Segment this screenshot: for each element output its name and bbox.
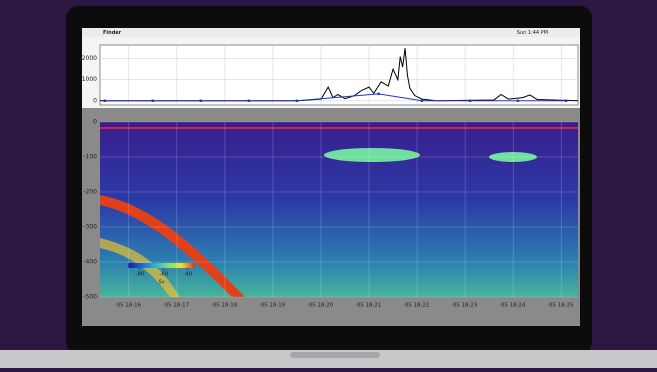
x-tick-label: 05 18:17	[165, 303, 190, 309]
base-notch	[290, 352, 380, 358]
x-tick-label: 05 18:19	[261, 303, 286, 309]
x-tick-label: 05 18:21	[357, 303, 382, 309]
fish-school	[324, 148, 420, 162]
colorbar	[128, 263, 195, 268]
colorbar-tick-label: -80	[135, 272, 144, 278]
top-plot	[100, 45, 578, 105]
x-tick-label: 05 18:24	[501, 303, 526, 309]
x-tick-label: 05 18:16	[117, 303, 142, 309]
screenshot: Finder Sun 1:44 PM 0 1000 2000 05 18:16 05 1…	[0, 0, 657, 368]
y-tick-label: -300	[83, 224, 97, 231]
y-tick-label: -400	[83, 259, 97, 266]
marker	[104, 100, 106, 102]
marker	[469, 100, 471, 102]
marker	[248, 100, 250, 102]
x-tick-label: 05 18:20	[309, 303, 334, 309]
marker	[377, 93, 379, 95]
surface-line	[100, 127, 578, 129]
y-tick-label: -200	[83, 189, 97, 196]
colorbar-tick-label: -40	[183, 272, 192, 278]
menu-app: Finder	[103, 30, 122, 36]
marker	[200, 100, 202, 102]
menu-clock: Sun 1:44 PM	[517, 30, 548, 36]
y-tick-label: -500	[83, 294, 97, 301]
x-tick-label: 05 18:22	[405, 303, 430, 309]
marker	[421, 100, 423, 102]
y-tick-label: -100	[83, 154, 97, 161]
y-tick-label: 1000	[82, 76, 97, 83]
marker	[296, 100, 298, 102]
marker	[152, 100, 154, 102]
echogram	[100, 122, 578, 297]
colorbar-label: Sv	[158, 280, 165, 286]
x-tick-label: 05 18:18	[213, 303, 238, 309]
x-tick-label: 05 18:25	[549, 303, 574, 309]
colorbar-tick-label: -60	[159, 272, 168, 278]
marker	[565, 100, 567, 102]
x-tick-label: 05 18:23	[453, 303, 478, 309]
menu-bar	[82, 28, 580, 37]
y-tick-label: 2000	[82, 55, 97, 62]
y-tick-label: 0	[93, 119, 97, 126]
marker	[517, 100, 519, 102]
y-tick-label: 0	[93, 97, 97, 104]
